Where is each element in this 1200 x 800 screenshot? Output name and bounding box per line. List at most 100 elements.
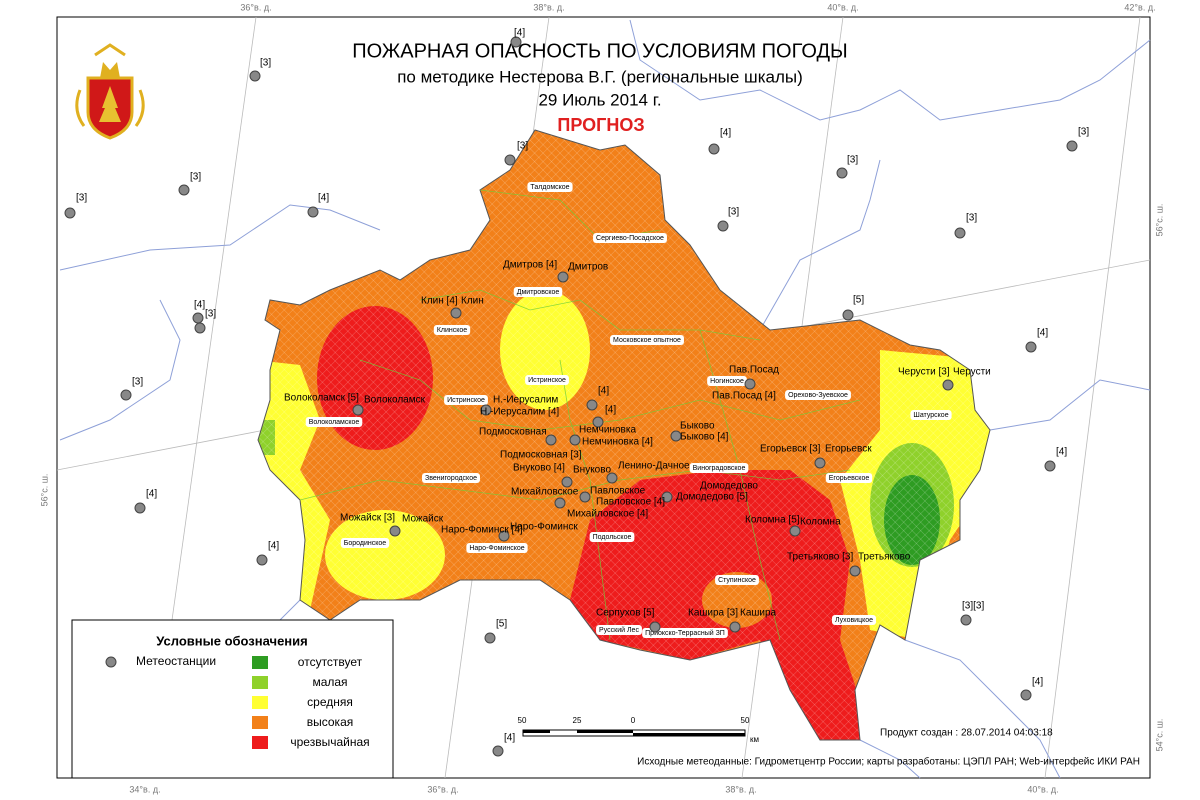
legend-swatch xyxy=(252,736,268,749)
district-box xyxy=(525,375,569,385)
station-label: Пав.Посад xyxy=(729,365,779,376)
coordinate-label: 38°в. д. xyxy=(533,2,564,12)
coordinate-label: 38°в. д. xyxy=(725,784,756,794)
weather-station xyxy=(569,434,581,446)
weather-station xyxy=(960,614,972,626)
weather-station xyxy=(789,525,801,537)
emblem xyxy=(75,43,145,140)
district-box xyxy=(593,233,667,243)
weather-station xyxy=(450,307,462,319)
station-rating: [4] xyxy=(1056,447,1067,458)
district-box xyxy=(527,182,573,192)
legend-title: Условные обозначения xyxy=(156,633,307,648)
station-label: Подмосковная xyxy=(479,427,547,438)
station-label: Егорьевск [3] xyxy=(760,444,821,455)
station-label: Михайловское [4] xyxy=(567,509,648,520)
station-label: Коломна [5] xyxy=(745,515,800,526)
coordinate-label: 56°с. ш. xyxy=(39,474,49,507)
station-label: Наро-Фоминск [4] xyxy=(441,525,523,536)
station-label: Черусти xyxy=(953,367,991,378)
coordinate-label: 40°в. д. xyxy=(827,2,858,12)
weather-station xyxy=(1066,140,1078,152)
station-rating: [4] xyxy=(720,128,731,139)
coordinate-label: 56°с. ш. xyxy=(1154,204,1164,237)
district-label: Истринское xyxy=(528,377,566,384)
station-label: Третьяково [3] xyxy=(787,552,853,563)
district-label: Приокско-Террасный ЗП xyxy=(645,629,725,637)
station-label: Волоколамск xyxy=(364,395,426,406)
legend-label: отсутствует xyxy=(298,655,363,669)
district-box xyxy=(910,410,952,420)
station-rating: [4] xyxy=(146,489,157,500)
station-label: Пав.Посад [4] xyxy=(712,391,776,402)
weather-station xyxy=(649,621,661,633)
station-rating: [4] xyxy=(318,193,329,204)
district-label: Клинское xyxy=(437,327,467,334)
station-rating: [4] xyxy=(504,733,515,744)
district-label: Наро-Фоминское xyxy=(469,545,524,552)
district-label: Подольское xyxy=(593,534,632,541)
station-label: Наро-Фоминск xyxy=(510,522,578,533)
weather-station xyxy=(942,379,954,391)
district-box xyxy=(433,325,471,335)
station-label: Немчиновка xyxy=(579,425,636,436)
weather-station xyxy=(1044,460,1056,472)
district-box xyxy=(689,463,749,473)
weather-station xyxy=(498,530,510,542)
weather-station xyxy=(307,206,319,218)
district-label: Московское опытное xyxy=(613,337,681,344)
station-label: Дмитров [4] xyxy=(503,260,557,271)
coordinate-label: 34°в. д. xyxy=(129,784,160,794)
station-rating: [5] xyxy=(853,295,864,306)
district-box xyxy=(831,615,877,625)
station-rating: [3] xyxy=(1078,127,1089,138)
station-label: Клин xyxy=(461,296,484,307)
district-box xyxy=(825,473,873,483)
district-label: Виноградовское xyxy=(693,465,746,472)
weather-station xyxy=(592,416,604,428)
weather-station xyxy=(510,36,522,48)
station-label: Коломна xyxy=(800,517,841,528)
weather-station xyxy=(554,497,566,509)
scale-bar xyxy=(522,729,746,737)
weather-station xyxy=(557,271,569,283)
station-label: Быково [4] xyxy=(680,432,729,443)
coordinate-label: 54°с. ш. xyxy=(1154,719,1164,752)
station-label: [4] xyxy=(605,405,616,416)
legend-swatch xyxy=(252,716,268,729)
station-label: Клин [4] xyxy=(421,296,458,307)
district-box xyxy=(422,473,480,483)
station-label: Подмосковная [3] xyxy=(500,450,582,461)
district-box xyxy=(589,532,635,542)
district-label: Дмитровское xyxy=(517,289,560,296)
coordinate-label: 42°в. д. xyxy=(1124,2,1155,12)
weather-station xyxy=(661,491,673,503)
coordinate-label: 36°в. д. xyxy=(427,784,458,794)
district-box xyxy=(305,417,363,427)
district-label: Сергиево-Посадское xyxy=(596,235,664,242)
district-box xyxy=(642,628,728,638)
coordinate-label: 36°в. д. xyxy=(240,2,271,12)
weather-station xyxy=(729,621,741,633)
legend-label: малая xyxy=(312,675,347,689)
map-subtitle: по методике Нестерова В.Г. (региональные… xyxy=(397,67,803,86)
station-rating: [3][3] xyxy=(962,601,984,612)
district-label: Шатурское xyxy=(913,412,948,419)
district-box xyxy=(715,575,759,585)
station-label: Ленино-Дачное xyxy=(618,461,690,472)
map-date: 29 Июль 2014 г. xyxy=(538,90,661,109)
station-rating: [4] xyxy=(1032,677,1043,688)
district-label: Ногинское xyxy=(710,378,744,385)
district-box xyxy=(513,287,563,297)
station-label: Серпухов [5] xyxy=(596,608,655,619)
scale-tick-label: 50 xyxy=(741,716,750,725)
scale-tick-label: 50 xyxy=(518,716,527,725)
district-label: Звенигородское xyxy=(425,475,477,482)
forecast-label: ПРОГНОЗ xyxy=(557,115,644,135)
station-label: Домодедово [5] xyxy=(676,492,748,503)
legend-label: высокая xyxy=(307,715,354,729)
station-rating: [3] xyxy=(966,213,977,224)
legend: Условные обозначения Метеостанции отсутс… xyxy=(71,619,394,779)
station-rating: [3] xyxy=(517,141,528,152)
